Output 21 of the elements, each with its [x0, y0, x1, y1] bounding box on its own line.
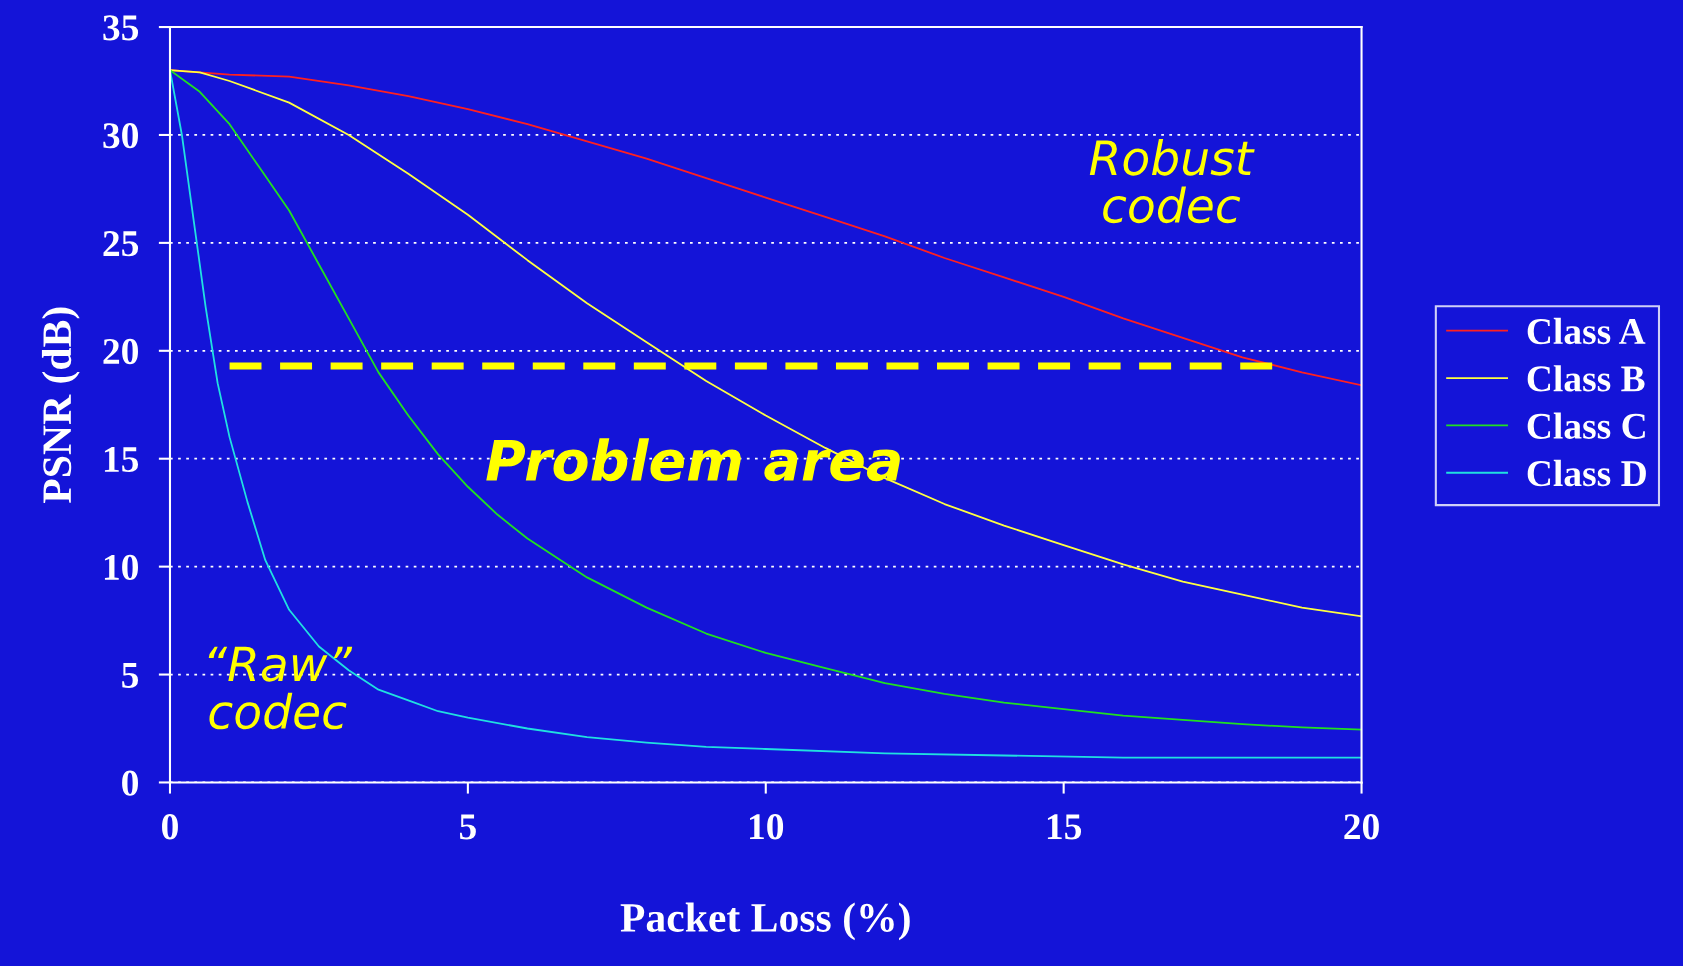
legend-label: Class A: [1527, 317, 1646, 345]
x-axis-title: Packet Loss (%): [620, 902, 910, 941]
y-tick-label: 25: [103, 231, 139, 257]
y-tick-label: 0: [122, 770, 138, 796]
x-tick-label: 0: [162, 814, 178, 840]
legend-label: Class D: [1527, 459, 1646, 487]
y-tick-label: 5: [122, 663, 139, 688]
y-tick-label: 35: [103, 15, 139, 41]
line-series: [169, 69, 1362, 618]
legend-label: Class B: [1527, 365, 1645, 392]
y-tick-label: 20: [103, 338, 138, 365]
y-tick-label: 15: [104, 446, 139, 473]
x-tick-label: 5: [460, 814, 476, 840]
x-tick-label: 20: [1344, 814, 1379, 840]
annotation: Robust codec: [1089, 139, 1255, 224]
y-tick-label: 10: [104, 554, 138, 581]
x-tick-label: 15: [1047, 814, 1082, 840]
legend-label: Class C: [1527, 412, 1645, 439]
x-tick-label: 10: [750, 814, 784, 840]
y-axis-title: PSNR (dB): [41, 307, 80, 504]
y-tick-label: 30: [103, 123, 138, 149]
